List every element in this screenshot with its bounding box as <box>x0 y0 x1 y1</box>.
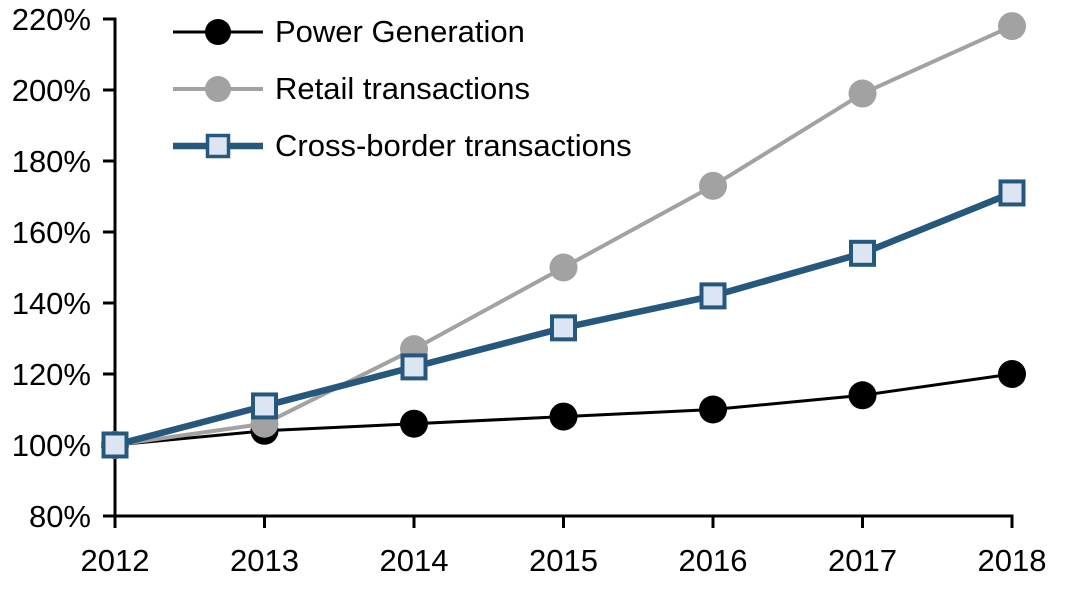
chart-legend: Power Generation Retail transactions Cro… <box>172 3 632 174</box>
y-tick-label: 220% <box>12 2 91 37</box>
y-tick-label: 180% <box>12 144 91 179</box>
legend-label-cross-border-transactions: Cross-border transactions <box>275 127 632 163</box>
power-generation-marker <box>848 381 877 410</box>
circle-marker-icon <box>205 75 231 102</box>
legend-label-power-generation: Power Generation <box>275 13 525 49</box>
legend-item-power-generation: Power Generation <box>172 3 632 60</box>
retail-transactions-marker <box>699 171 727 200</box>
x-tick-label: 2012 <box>81 543 150 578</box>
cross-border-transactions-marker <box>550 314 577 342</box>
retail-transactions-marker <box>848 79 877 108</box>
retail-transactions-marker <box>998 12 1026 41</box>
x-tick-label: 2018 <box>978 543 1047 578</box>
power-generation-marker <box>699 395 727 424</box>
y-tick-label: 200% <box>12 73 91 108</box>
legend-item-cross-border-transactions: Cross-border transactions <box>172 117 632 174</box>
power-generation-marker <box>549 402 578 431</box>
x-tick-label: 2017 <box>828 543 897 578</box>
power-generation-legend-swatch <box>173 18 263 45</box>
square-marker-icon <box>205 133 231 158</box>
legend-label-retail-transactions: Retail transactions <box>275 70 531 106</box>
cross-border-transactions-marker <box>400 353 428 381</box>
cross-border-transactions-marker <box>101 431 129 459</box>
cross-border-transactions-marker <box>998 179 1026 207</box>
x-tick-label: 2014 <box>380 543 449 578</box>
y-tick-label: 100% <box>12 428 91 463</box>
cross-border-transactions-marker <box>251 392 278 420</box>
power-generation-marker <box>998 360 1026 388</box>
power-generation-marker <box>400 409 428 438</box>
circle-marker-icon <box>205 18 231 45</box>
y-tick-label: 120% <box>12 357 91 392</box>
retail-transactions-legend-swatch <box>173 75 263 102</box>
y-tick-label: 140% <box>12 286 91 321</box>
x-tick-label: 2016 <box>679 543 748 578</box>
x-tick-label: 2013 <box>230 543 299 578</box>
cross-border-transactions-marker <box>849 239 876 267</box>
cross-border-transactions-legend-swatch <box>173 133 263 158</box>
y-tick-label: 160% <box>12 215 91 250</box>
retail-transactions-marker <box>549 253 578 282</box>
legend-item-retail-transactions: Retail transactions <box>172 60 632 117</box>
x-tick-label: 2015 <box>529 543 598 578</box>
y-tick-label: 80% <box>29 499 91 534</box>
cross-border-transactions-marker <box>699 282 727 310</box>
